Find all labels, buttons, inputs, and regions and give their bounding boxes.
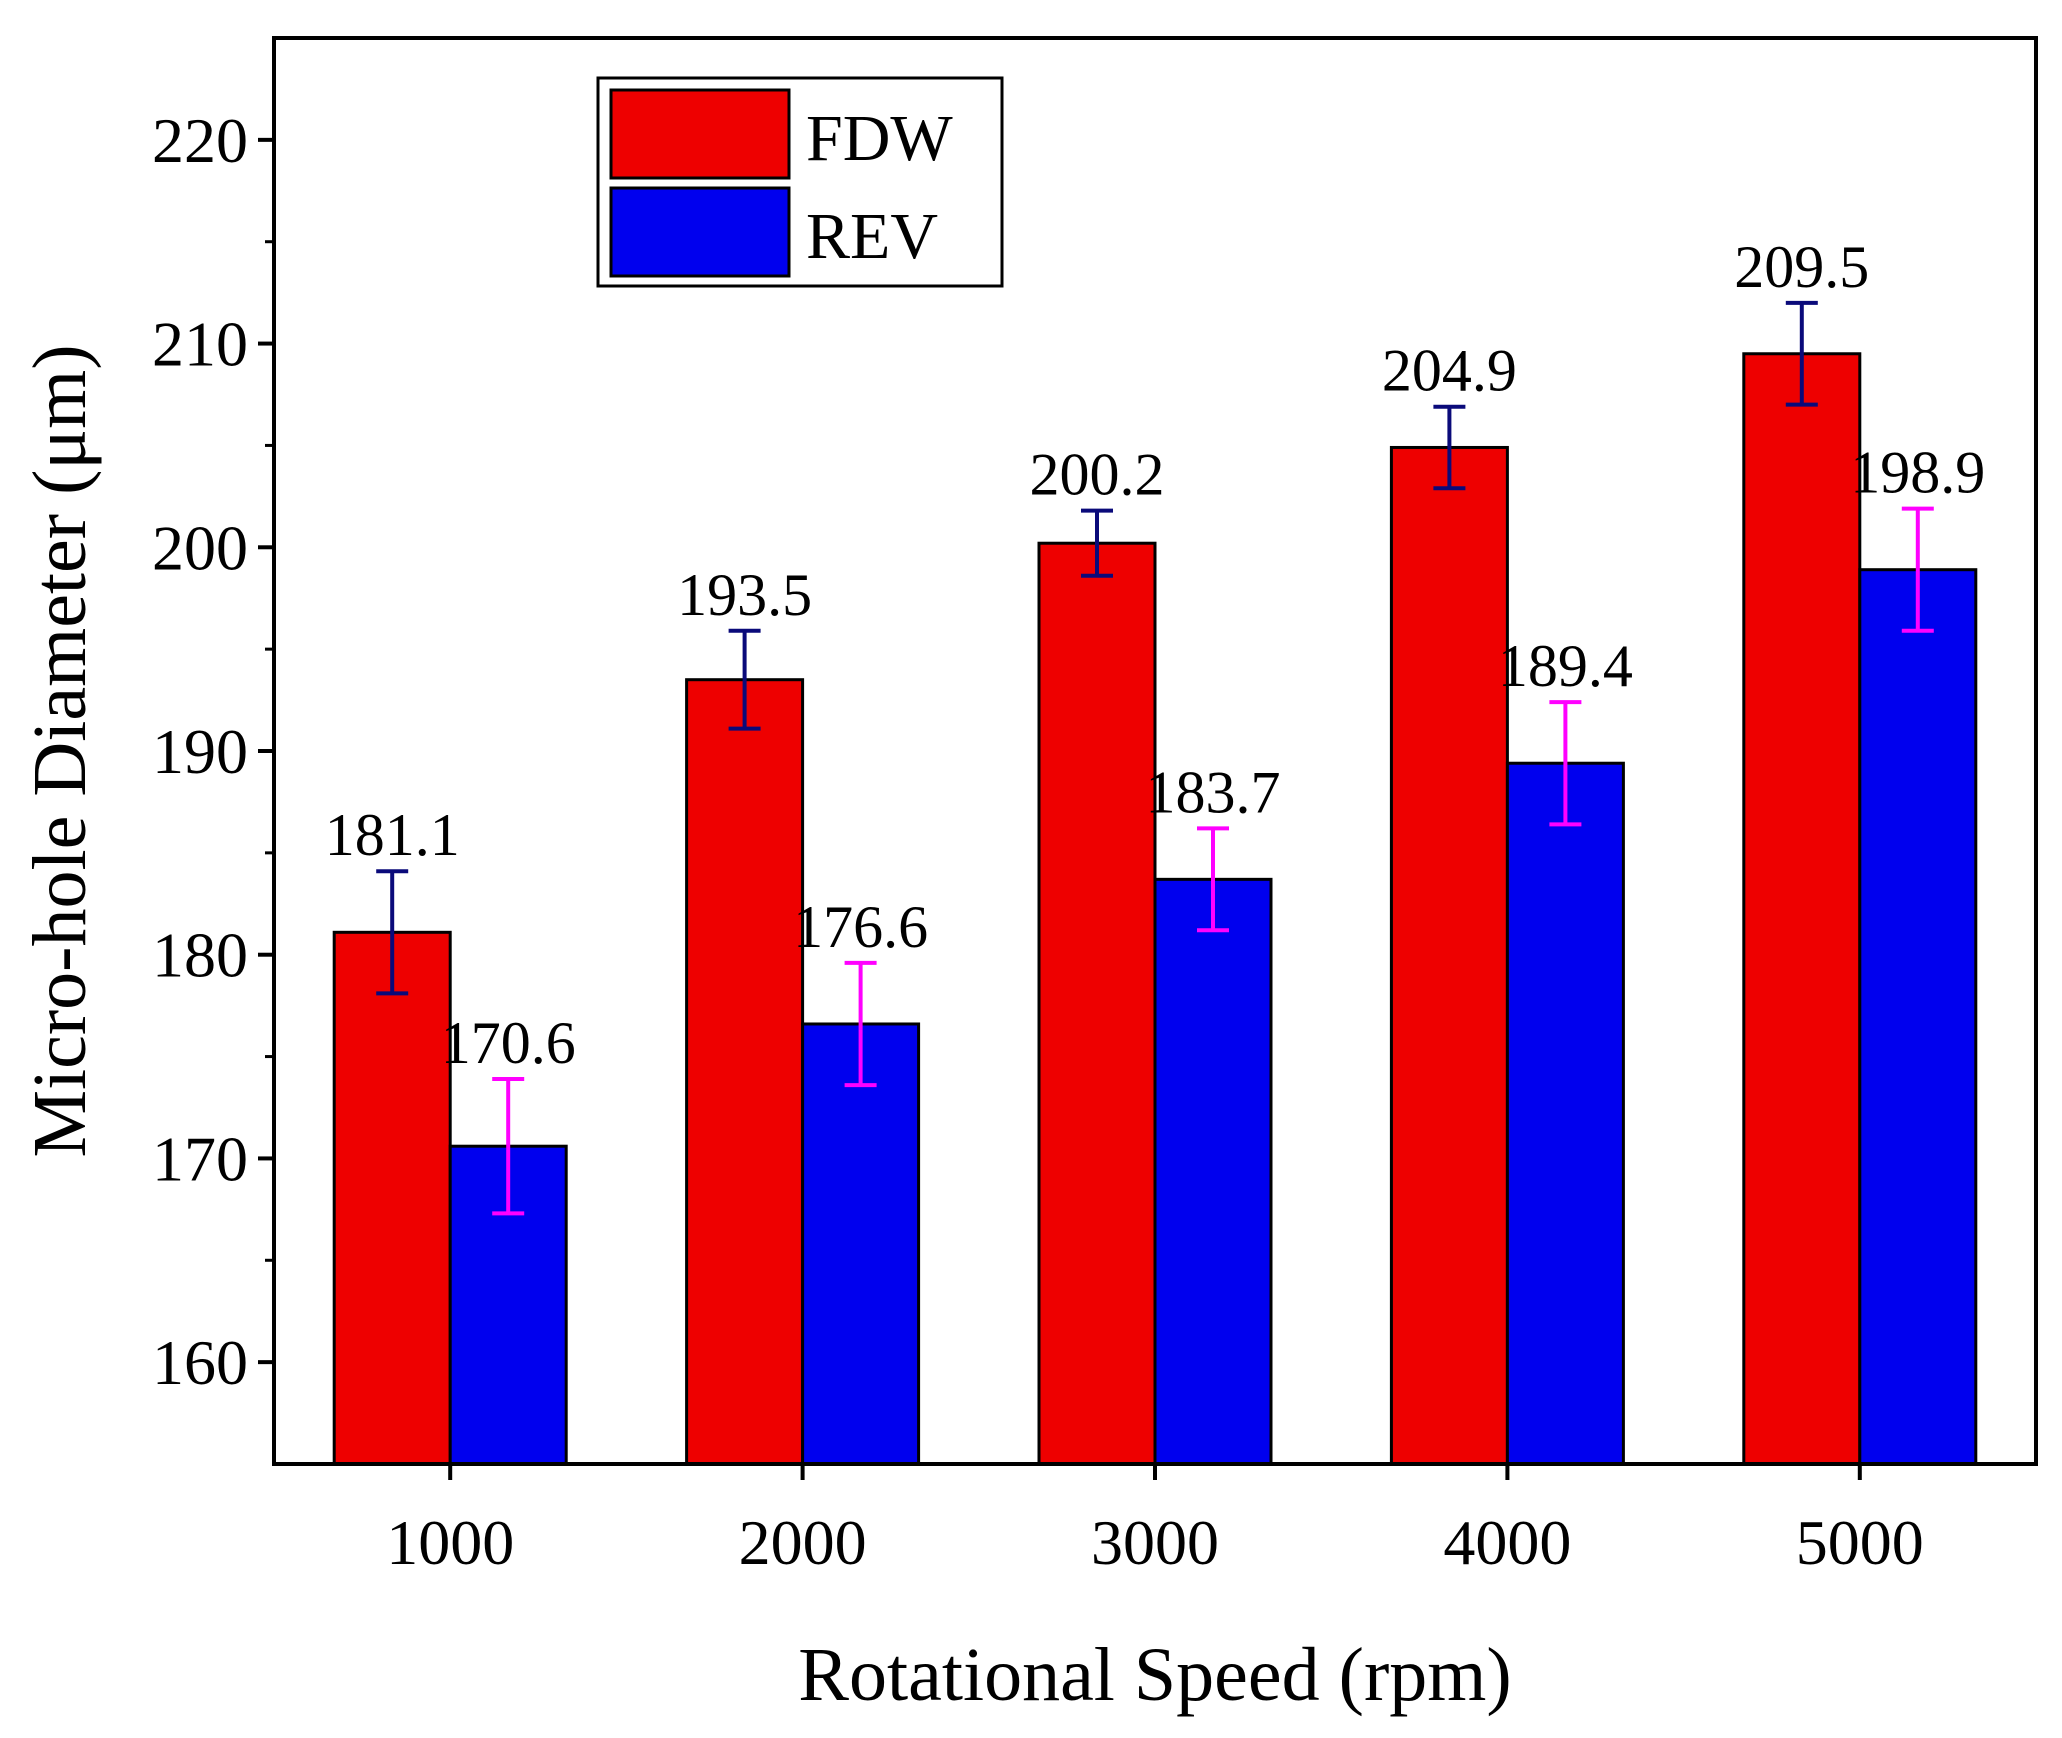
y-axis-title: Micro-hole Diameter (μm)	[18, 344, 102, 1157]
data-label-fdw-2000: 193.5	[677, 562, 812, 628]
bar-fdw-1000	[332, 930, 452, 1466]
error-bar-rev-4000	[1549, 700, 1582, 827]
legend: FDW REV	[596, 76, 1004, 288]
legend-label-fdw: FDW	[806, 102, 953, 175]
x-tick-label-5000: 5000	[1796, 1507, 1924, 1578]
error-bar-rev-3000	[1197, 826, 1229, 933]
x-tick-label-4000: 4000	[1443, 1507, 1571, 1578]
x-tick-label-1000: 1000	[386, 1507, 514, 1578]
data-labels-layer: 181.1 170.6 193.5 176.6 200.2 183.7 204.9 189.4…	[325, 234, 1986, 1076]
error-bar-fdw-3000	[1081, 508, 1113, 578]
data-label-rev-4000: 189.4	[1498, 633, 1633, 699]
x-tick-label-2000: 2000	[739, 1507, 867, 1578]
bar-fdw-4000	[1389, 445, 1509, 1466]
data-label-rev-3000: 183.7	[1146, 759, 1281, 825]
data-label-rev-5000: 198.9	[1850, 440, 1985, 506]
bar-rev-2000	[801, 1022, 921, 1466]
bar-fdw-2000	[685, 678, 805, 1466]
legend-swatch-rev	[609, 186, 791, 278]
x-axis-title: Rotational Speed (rpm)	[798, 1633, 1511, 1717]
error-bar-fdw-2000	[728, 628, 761, 731]
y-tick-label-170: 170	[152, 1123, 248, 1194]
data-label-rev-2000: 176.6	[793, 894, 928, 960]
error-bar-rev-1000	[492, 1076, 525, 1216]
y-tick-label-200: 200	[152, 512, 248, 583]
error-bar-rev-2000	[844, 960, 877, 1088]
legend-swatch-fdw	[609, 88, 791, 180]
y-tick-label-180: 180	[152, 920, 248, 991]
error-bar-rev-5000	[1901, 506, 1934, 633]
data-label-fdw-3000: 200.2	[1030, 442, 1165, 508]
x-tick-label-3000: 3000	[1091, 1507, 1219, 1578]
bars-layer	[332, 352, 1978, 1466]
bar-rev-3000	[1153, 877, 1273, 1466]
axes-layer: 1000 2000 3000 4000 5000 160 170 180 190 200 210 22…	[152, 105, 1924, 1578]
bar-fdw-5000	[1742, 352, 1862, 1466]
y-tick-label-190: 190	[152, 716, 248, 787]
legend-label-rev: REV	[806, 200, 938, 273]
error-bar-fdw-1000	[376, 869, 409, 996]
error-bar-fdw-5000	[1785, 300, 1818, 407]
data-label-fdw-1000: 181.1	[325, 802, 460, 868]
error-bar-fdw-4000	[1433, 404, 1466, 491]
bar-rev-4000	[1505, 761, 1625, 1466]
y-tick-label-220: 220	[152, 105, 248, 176]
y-tick-label-160: 160	[152, 1327, 248, 1398]
data-label-rev-1000: 170.6	[441, 1010, 576, 1076]
error-bars-layer	[376, 300, 1934, 1216]
bar-fdw-3000	[1037, 541, 1157, 1466]
data-label-fdw-5000: 209.5	[1734, 234, 1869, 300]
y-tick-label-210: 210	[152, 309, 248, 380]
bar-rev-5000	[1858, 568, 1978, 1466]
data-label-fdw-4000: 204.9	[1382, 338, 1517, 404]
